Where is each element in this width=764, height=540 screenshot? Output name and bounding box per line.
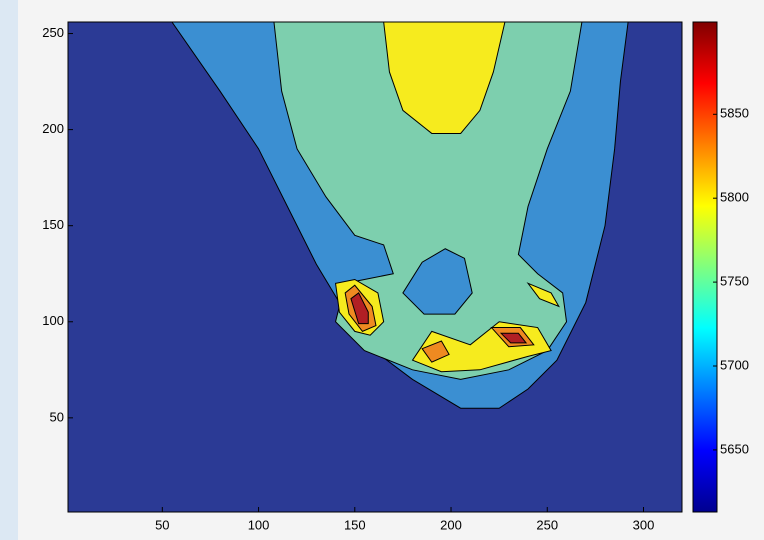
colorbar-tick-label: 5750 [720,274,749,289]
y-tick-label: 100 [42,313,64,328]
y-tick-label: 200 [42,121,64,136]
y-tick-label: 150 [42,217,64,232]
colorbar-tick-label: 5700 [720,357,749,372]
x-tick-label: 50 [155,517,169,532]
figure: 50 100 150 200 250 300 50 100 150 200 250 5650 5700 5… [0,0,764,540]
y-tick-label: 250 [42,25,64,40]
x-tick-label: 100 [248,517,270,532]
x-tick-label: 200 [440,517,462,532]
colorbar-tick-label: 5650 [720,441,749,456]
x-tick-label: 150 [344,517,366,532]
x-tick-label: 250 [536,517,558,532]
colorbar [693,22,717,512]
plot-area [68,22,682,512]
x-tick-label: 300 [633,517,655,532]
colorbar-tick-label: 5800 [720,190,749,205]
page: 50 100 150 200 250 300 50 100 150 200 250 5650 5700 5… [0,0,764,540]
colorbar-tick-label: 5850 [720,106,749,121]
y-tick-label: 50 [50,409,64,424]
